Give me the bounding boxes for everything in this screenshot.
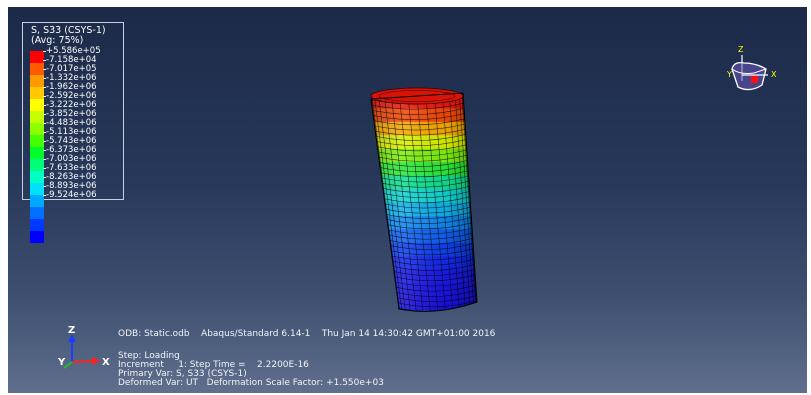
legend-value: +5.586e+05 [46,45,101,56]
csys-x-label: X [771,70,777,79]
legend-swatch [30,87,44,99]
legend-value: -7.158e+04 [46,54,97,65]
legend-swatch [30,63,44,75]
contour-legend: S, S33 (CSYS-1) (Avg: 75%) +5.586e+05 -7.… [22,22,124,243]
deformed-var-line: Deformed Var: UT Deformation Scale Facto… [118,378,384,388]
legend-swatch [30,99,44,111]
legend-averaging: (Avg: 75%) [31,35,84,46]
odb-info-line: ODB: Static.odb Abaqus/Standard 6.14-1 T… [118,329,496,339]
legend-swatch [30,219,44,231]
legend-swatch [30,51,44,63]
legend-value: -9.524e+06 [46,189,97,200]
legend-value: -8.263e+06 [46,171,97,182]
legend-value: -2.592e+06 [46,90,97,101]
legend-swatch [30,147,44,159]
legend-swatch [30,135,44,147]
legend-value: -3.852e+06 [46,108,97,119]
cylinder-outline [370,92,478,312]
legend-value: -3.222e+06 [46,99,97,110]
legend-value: -7.003e+06 [46,153,97,164]
legend-value: -4.483e+06 [46,117,97,128]
triad-x-label: X [102,357,110,368]
legend-swatch [30,75,44,87]
csys-y-label: Y [726,70,732,79]
legend-swatch [30,207,44,219]
legend-value: -8.893e+06 [46,180,97,191]
legend-swatch [30,123,44,135]
increment-info-line: Increment 1: Step Time = 2.2200E-16 [118,360,309,370]
model-viewport[interactable]: S, S33 (CSYS-1) (Avg: 75%) +5.586e+05 -7.… [8,7,807,393]
legend-value: -1.332e+06 [46,72,97,83]
legend-swatch [30,171,44,183]
primary-var-line: Primary Var: S, S33 (CSYS-1) [118,369,247,379]
legend-swatch [30,159,44,171]
legend-value: -5.743e+06 [46,135,97,146]
local-csys-glyph: Z X Y [726,45,777,91]
legend-value: -5.113e+06 [46,126,97,137]
legend-swatch [30,231,44,243]
legend-color-bar [30,51,44,243]
legend-value: -6.373e+06 [46,144,97,155]
legend-value: -1.962e+06 [46,81,97,92]
global-axis-triad: Z X Y [58,325,110,369]
legend-swatch [30,195,44,207]
csys-z-label: Z [738,45,744,54]
cylinder-model[interactable] [8,7,807,393]
legend-swatch [30,183,44,195]
triad-y-label: Y [58,357,66,368]
triad-z-label: Z [68,325,75,336]
legend-value: -7.633e+06 [46,162,97,173]
legend-value: -7.017e+05 [46,63,97,74]
legend-title: S, S33 (CSYS-1) [31,25,106,36]
legend-swatch [30,111,44,123]
step-info-line: Step: Loading [118,351,180,361]
